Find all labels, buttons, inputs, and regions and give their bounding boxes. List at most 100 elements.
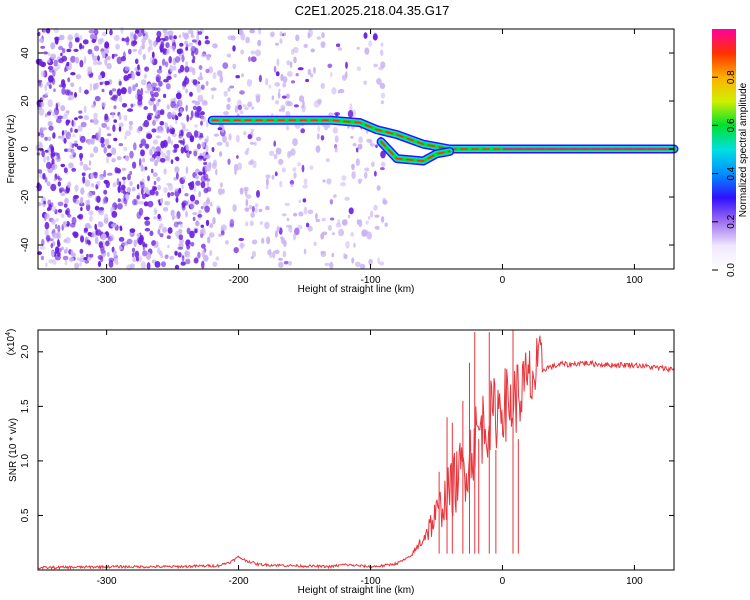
noise-speck xyxy=(74,143,79,148)
noise-speck xyxy=(100,233,107,241)
noise-speck xyxy=(380,161,386,167)
noise-speck xyxy=(241,73,244,78)
noise-speck xyxy=(144,66,150,72)
noise-speck xyxy=(280,73,284,82)
noise-speck xyxy=(149,97,156,102)
noise-speck xyxy=(271,174,275,180)
noise-speck xyxy=(175,196,179,203)
noise-speck xyxy=(194,199,200,205)
noise-speck xyxy=(303,248,307,255)
noise-speck xyxy=(305,222,310,228)
noise-speck xyxy=(91,134,97,139)
noise-speck xyxy=(211,94,214,100)
noise-speck xyxy=(94,95,101,102)
x-tick-label: 0 xyxy=(500,275,506,286)
noise-speck xyxy=(60,192,66,197)
noise-speck xyxy=(81,172,86,176)
figure-title: C2E1.2025.218.04.35.G17 xyxy=(295,3,450,18)
noise-speck xyxy=(76,145,83,150)
noise-speck xyxy=(173,143,180,149)
noise-speck xyxy=(290,80,296,84)
noise-speck xyxy=(205,178,211,182)
noise-speck xyxy=(333,194,337,198)
noise-speck xyxy=(83,105,87,114)
noise-speck xyxy=(100,143,105,148)
noise-speck xyxy=(45,262,48,267)
noise-speck xyxy=(51,43,56,49)
noise-speck xyxy=(38,108,45,116)
noise-speck xyxy=(130,103,134,108)
noise-speck xyxy=(201,243,206,249)
noise-speck xyxy=(256,136,262,142)
noise-speck xyxy=(151,240,157,247)
noise-speck xyxy=(166,76,172,80)
noise-speck xyxy=(329,199,334,205)
noise-speck xyxy=(50,183,57,192)
noise-speck xyxy=(239,90,245,95)
noise-speck xyxy=(192,55,196,61)
noise-speck xyxy=(274,230,278,238)
noise-speck xyxy=(60,105,66,112)
noise-speck xyxy=(173,215,179,219)
noise-speck xyxy=(146,133,153,140)
noise-speck xyxy=(87,66,92,74)
noise-speck xyxy=(205,80,209,86)
noise-speck xyxy=(120,198,124,204)
noise-speck xyxy=(85,236,89,240)
noise-speck xyxy=(278,261,284,268)
noise-speck xyxy=(230,35,236,41)
noise-speck xyxy=(174,166,180,173)
noise-speck xyxy=(74,140,78,144)
noise-speck xyxy=(152,148,158,152)
noise-speck xyxy=(136,71,141,77)
x-tick-label: -100 xyxy=(361,576,381,587)
noise-speck xyxy=(88,74,93,78)
noise-speck xyxy=(46,181,51,187)
noise-speck xyxy=(118,114,122,121)
noise-speck xyxy=(142,123,146,127)
noise-speck xyxy=(279,38,283,44)
noise-speck xyxy=(188,182,192,187)
noise-speck xyxy=(321,217,326,222)
noise-speck xyxy=(68,162,74,169)
noise-speck xyxy=(101,122,107,128)
noise-speck xyxy=(332,126,338,134)
noise-speck xyxy=(193,185,197,193)
noise-speck xyxy=(74,184,79,192)
noise-speck xyxy=(284,202,290,206)
noise-speck xyxy=(47,99,53,108)
noise-speck xyxy=(143,106,148,110)
noise-speck xyxy=(140,261,146,270)
noise-speck xyxy=(265,185,269,190)
noise-speck xyxy=(174,251,178,256)
noise-speck xyxy=(301,104,306,113)
noise-speck xyxy=(355,261,361,267)
noise-speck xyxy=(177,246,184,250)
noise-speck xyxy=(204,254,209,261)
noise-speck xyxy=(298,211,304,217)
noise-speck xyxy=(71,167,77,172)
noise-speck xyxy=(125,193,130,201)
noise-speck xyxy=(156,69,163,74)
noise-speck xyxy=(379,261,385,266)
noise-speck xyxy=(41,127,47,131)
noise-speck xyxy=(149,189,156,196)
noise-speck xyxy=(99,81,103,86)
spectrogram-ridge-layer xyxy=(207,115,679,166)
noise-speck xyxy=(352,143,357,147)
noise-speck xyxy=(137,125,141,134)
noise-speck xyxy=(71,148,75,156)
noise-speck xyxy=(173,73,177,78)
noise-speck xyxy=(123,146,127,152)
noise-speck xyxy=(200,53,207,58)
noise-speck xyxy=(327,224,333,231)
noise-speck xyxy=(338,228,345,237)
noise-speck xyxy=(197,251,201,259)
noise-speck xyxy=(195,180,201,186)
noise-speck xyxy=(201,249,206,258)
noise-speck xyxy=(197,213,203,218)
noise-speck xyxy=(68,94,75,100)
noise-speck xyxy=(136,184,140,190)
noise-speck xyxy=(302,100,305,108)
noise-speck xyxy=(89,33,95,40)
